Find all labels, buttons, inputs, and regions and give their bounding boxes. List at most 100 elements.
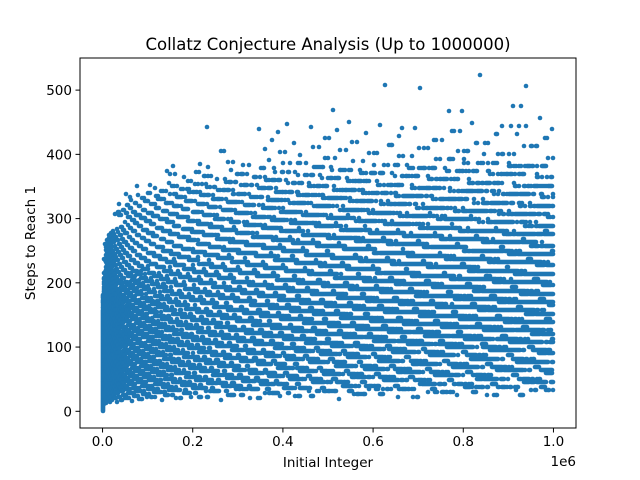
data-point <box>240 392 246 398</box>
data-point <box>154 233 160 239</box>
data-point <box>266 386 272 392</box>
data-point <box>256 126 262 132</box>
data-point <box>152 394 158 400</box>
data-point <box>244 171 250 177</box>
data-point <box>252 210 258 216</box>
data-point <box>169 239 175 245</box>
data-point <box>230 187 236 193</box>
data-point <box>261 165 267 171</box>
data-point <box>159 329 165 335</box>
data-point <box>118 212 124 218</box>
data-point <box>212 280 218 286</box>
data-point <box>203 388 209 394</box>
data-point <box>225 159 231 165</box>
data-point <box>147 190 153 196</box>
data-point <box>244 275 250 281</box>
chart-title: Collatz Conjecture Analysis (Up to 10000… <box>145 35 510 54</box>
data-point <box>246 162 252 168</box>
data-point <box>230 159 236 165</box>
data-point <box>185 302 191 308</box>
data-point <box>242 191 248 197</box>
data-point <box>242 255 248 261</box>
data-point <box>151 221 157 227</box>
data-point <box>163 188 169 194</box>
data-point <box>186 370 192 376</box>
data-point <box>197 161 203 167</box>
data-point <box>247 395 253 401</box>
data-point <box>181 262 187 268</box>
data-point <box>160 244 166 250</box>
data-point <box>115 237 121 243</box>
data-point <box>245 363 251 369</box>
data-point <box>224 388 230 394</box>
data-point <box>269 137 275 143</box>
data-point <box>114 399 120 405</box>
data-point <box>207 184 213 190</box>
data-point <box>218 320 224 326</box>
data-point <box>139 396 145 402</box>
data-point <box>137 203 143 209</box>
data-point <box>243 343 249 349</box>
data-point <box>253 174 259 180</box>
data-point <box>225 320 231 326</box>
data-point <box>128 205 134 211</box>
data-point <box>152 289 158 295</box>
data-point <box>191 282 197 288</box>
data-point <box>138 271 144 277</box>
data-point <box>124 230 130 236</box>
data-point <box>198 394 204 400</box>
data-point <box>262 146 268 152</box>
data-point <box>185 206 191 212</box>
data-point <box>177 387 183 393</box>
data-point <box>159 397 165 403</box>
data-point <box>233 179 239 185</box>
data-point <box>271 165 277 171</box>
data-point <box>257 318 263 324</box>
data-point <box>135 192 141 198</box>
data-point <box>161 196 167 202</box>
data-point <box>170 163 176 169</box>
data-point <box>139 291 145 297</box>
data-point <box>252 298 258 304</box>
data-point <box>123 191 129 197</box>
data-point <box>214 176 220 182</box>
data-point <box>167 264 173 270</box>
data-point <box>240 171 246 177</box>
data-point <box>213 204 219 210</box>
data-point <box>190 350 196 356</box>
data-point <box>228 167 234 173</box>
data-point <box>216 388 222 394</box>
data-point <box>248 210 254 216</box>
data-point <box>118 232 124 238</box>
data-point <box>221 148 227 154</box>
data-point <box>251 202 257 208</box>
data-point <box>193 390 199 396</box>
data-point <box>244 182 250 188</box>
data-point <box>257 174 263 180</box>
data-point <box>163 284 169 290</box>
data-point <box>132 248 138 254</box>
data-point <box>228 179 234 185</box>
data-point <box>195 237 201 243</box>
data-point <box>173 395 179 401</box>
data-point <box>224 300 230 306</box>
data-point <box>152 201 158 207</box>
data-point <box>268 185 274 191</box>
data-point <box>242 367 248 373</box>
data-point <box>158 377 164 383</box>
data-point <box>178 395 184 401</box>
data-point <box>272 169 278 175</box>
data-point <box>116 201 122 207</box>
data-point <box>236 219 242 225</box>
data-point <box>181 174 187 180</box>
data-point <box>219 196 225 202</box>
data-point <box>145 266 151 272</box>
data-point <box>168 352 174 358</box>
data-point <box>128 197 134 203</box>
data-point <box>127 253 133 259</box>
data-point <box>152 185 158 191</box>
data-point <box>205 164 211 170</box>
data-point <box>222 368 228 374</box>
